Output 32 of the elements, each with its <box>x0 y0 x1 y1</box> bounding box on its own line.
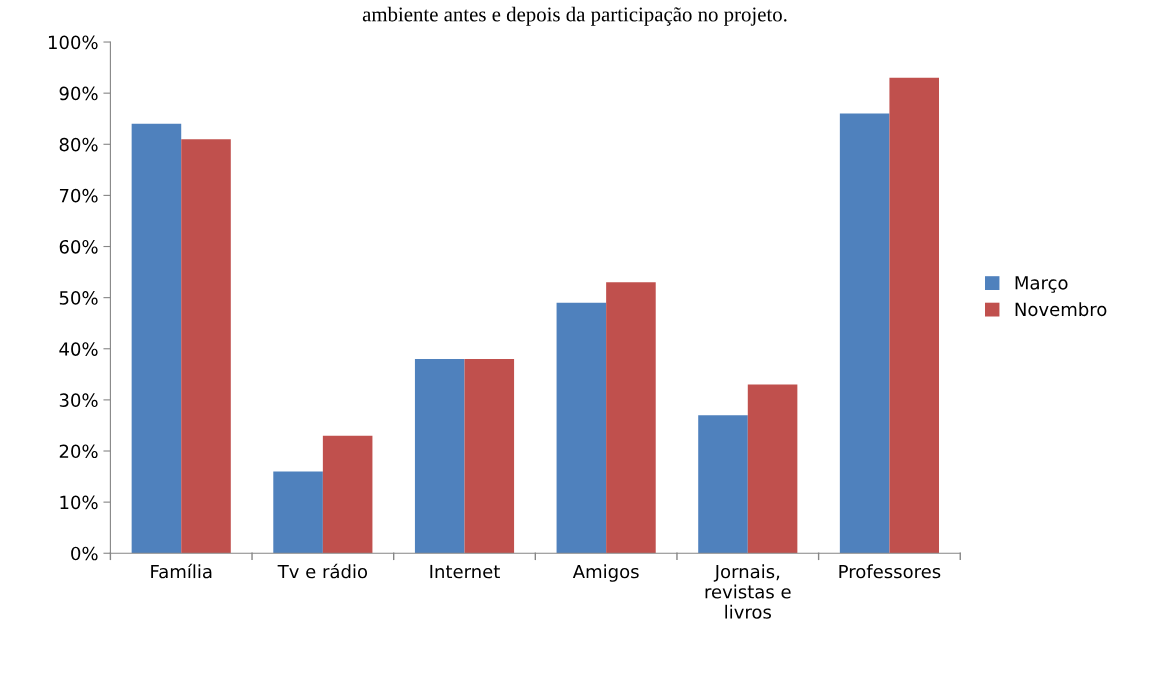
y-tick-label: 40% <box>59 342 98 356</box>
x-tick-label: Tv e rádio <box>277 563 368 579</box>
bar <box>131 123 182 554</box>
chart-title: ambiente antes e depois da participação no projeto. <box>362 6 787 26</box>
bar <box>889 77 939 554</box>
legend-label: Novembro <box>1015 302 1107 317</box>
x-tick-label: Família <box>151 563 212 579</box>
y-tick-label: 60% <box>59 239 98 254</box>
legend-label: Março <box>1015 276 1068 293</box>
bar <box>747 384 798 554</box>
y-tick-label: 0% <box>71 546 98 561</box>
bar <box>273 471 323 554</box>
y-tick-label: 50% <box>59 291 98 305</box>
bar <box>322 435 373 554</box>
bar <box>839 113 890 554</box>
y-tick-label: 100% <box>48 35 98 50</box>
y-tick-label: 70% <box>59 188 98 203</box>
bar <box>698 415 748 554</box>
y-tick-label: 20% <box>59 444 98 459</box>
y-tick-label: 80% <box>59 137 98 152</box>
x-tick-label: Internet <box>430 564 500 579</box>
bar <box>464 358 515 554</box>
x-tick-label: Professores <box>839 564 941 579</box>
y-tick-label: 90% <box>59 86 98 101</box>
y-tick-label: 30% <box>59 393 98 407</box>
x-tick-label: Jornais, revistas e livros <box>705 564 791 619</box>
bar <box>414 358 465 554</box>
bar <box>181 139 231 554</box>
bar <box>556 302 607 554</box>
x-tick-label: Amigos <box>572 564 639 582</box>
bar <box>606 282 656 554</box>
y-tick-label: 10% <box>60 495 98 510</box>
